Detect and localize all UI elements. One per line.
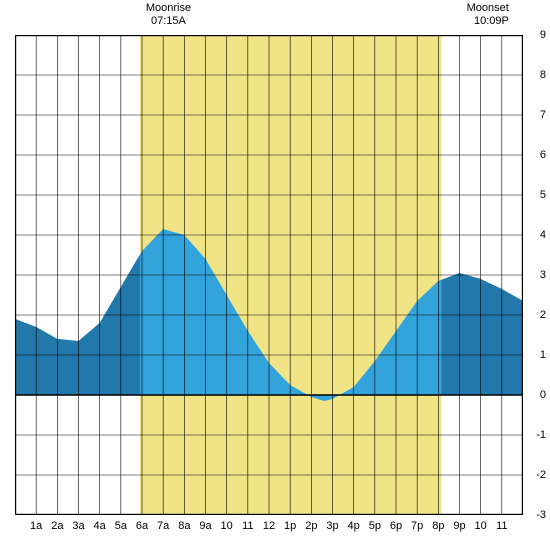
y-axis: -3-2-10123456789	[528, 35, 548, 515]
x-tick: 11	[242, 520, 253, 532]
tide-area-dark-1	[442, 273, 523, 395]
y-tick: -2	[536, 469, 546, 481]
x-tick: 10	[475, 520, 487, 532]
y-tick: -1	[536, 429, 546, 441]
x-tick: 8a	[178, 520, 190, 532]
moonrise-label: Moonrise 07:15A	[143, 2, 193, 28]
x-tick: 9p	[453, 520, 465, 532]
x-tick: 4p	[348, 520, 360, 532]
y-tick: 8	[540, 69, 546, 81]
x-axis: 1a 2a 3a 4a 5a 6a 7a 8a 9a 10 11 12 1p 2p 3p 4p 5p 6p 7p 8p…	[15, 520, 523, 535]
y-tick: 7	[540, 109, 546, 121]
tide-chart: { "chart": { "type": "area", "width": 55…	[0, 0, 550, 550]
x-tick: 11	[496, 520, 507, 532]
x-tick: 12	[263, 520, 275, 532]
x-tick: 6a	[136, 520, 148, 532]
moonset-label: Moonset 10:09P	[459, 2, 509, 28]
x-tick: 5a	[115, 520, 127, 532]
x-tick: 9a	[199, 520, 211, 532]
y-tick: 9	[540, 29, 546, 41]
plot-area	[15, 35, 523, 515]
moonset-title: Moonset	[459, 2, 509, 15]
x-tick: 6p	[390, 520, 402, 532]
x-tick: 3p	[326, 520, 338, 532]
tide-area-dark-0	[15, 255, 140, 395]
x-tick: 7p	[411, 520, 423, 532]
x-tick: 10	[221, 520, 233, 532]
y-tick: 5	[540, 189, 546, 201]
x-tick: 2a	[51, 520, 63, 532]
y-tick: 4	[540, 229, 546, 241]
x-tick: 8p	[432, 520, 444, 532]
y-tick: 1	[540, 349, 546, 361]
y-tick: 3	[540, 269, 546, 281]
x-tick: 4a	[94, 520, 106, 532]
moonrise-title: Moonrise	[143, 2, 193, 15]
moonrise-time: 07:15A	[143, 15, 193, 28]
x-tick: 2p	[305, 520, 317, 532]
x-tick: 1a	[30, 520, 42, 532]
x-tick: 1p	[284, 520, 296, 532]
y-tick: -3	[536, 509, 546, 521]
moonset-time: 10:09P	[459, 15, 509, 28]
plot-svg	[15, 35, 523, 515]
y-tick: 2	[540, 309, 546, 321]
y-tick: 6	[540, 149, 546, 161]
x-tick: 3a	[72, 520, 84, 532]
x-tick: 7a	[157, 520, 169, 532]
x-tick: 5p	[369, 520, 381, 532]
y-tick: 0	[540, 389, 546, 401]
